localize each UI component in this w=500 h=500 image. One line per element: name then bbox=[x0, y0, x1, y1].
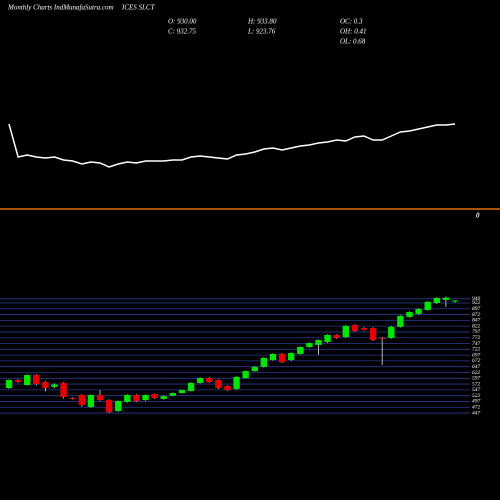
candle-body bbox=[260, 357, 268, 367]
candle-body bbox=[178, 390, 186, 394]
candle-body bbox=[151, 394, 158, 398]
candle-body bbox=[87, 394, 95, 408]
y-tick-label: 647 bbox=[472, 363, 481, 370]
info: OC: 0.3 bbox=[340, 18, 363, 26]
y-tick-label: 572 bbox=[472, 381, 481, 387]
candle-body bbox=[142, 394, 149, 401]
candle-body bbox=[160, 396, 167, 399]
y-tick-label: 547 bbox=[472, 386, 481, 393]
y-tick-label: 622 bbox=[472, 370, 481, 376]
candle-body bbox=[442, 297, 450, 300]
y-tick-label: 472 bbox=[472, 404, 481, 411]
info: C: 932.75 bbox=[168, 28, 197, 36]
y-tick-label: 822 bbox=[472, 323, 481, 329]
y-tick-label: 497 bbox=[472, 398, 481, 405]
candle-body bbox=[306, 343, 313, 348]
candle-body bbox=[233, 376, 240, 389]
candle-body bbox=[5, 379, 13, 389]
info: L: 923.76 bbox=[247, 28, 276, 36]
candle-body bbox=[388, 326, 395, 338]
candle-body bbox=[60, 382, 67, 398]
candle-body bbox=[415, 309, 422, 314]
y-tick-label: 447 bbox=[472, 409, 481, 416]
candle-body bbox=[324, 334, 331, 342]
candle-body bbox=[297, 347, 304, 354]
indicator-label: 0 bbox=[476, 212, 480, 220]
candle-body bbox=[315, 340, 322, 345]
y-tick-label: 672 bbox=[472, 358, 481, 364]
candle-body bbox=[342, 325, 349, 338]
y-tick-label: 797 bbox=[472, 329, 481, 335]
candle-body bbox=[242, 371, 249, 379]
info: OL: 0.68 bbox=[340, 38, 366, 46]
y-tick-label: 872 bbox=[472, 312, 481, 318]
candle-body bbox=[24, 375, 31, 386]
info: OH: 0.41 bbox=[340, 28, 366, 36]
y-tick-label: 597 bbox=[472, 376, 481, 382]
candle-body bbox=[133, 394, 140, 401]
candle-body bbox=[333, 334, 340, 338]
y-tick-label: 940 bbox=[472, 295, 481, 302]
candle-body bbox=[14, 379, 22, 382]
y-tick-label: 847 bbox=[472, 317, 481, 324]
candle-body bbox=[406, 312, 413, 317]
candle-body bbox=[169, 393, 177, 396]
candle-body bbox=[196, 378, 204, 383]
y-tick-label: 747 bbox=[472, 340, 481, 347]
info: O: 930.00 bbox=[168, 18, 197, 26]
candle-body bbox=[206, 378, 213, 382]
candle-body bbox=[251, 366, 258, 372]
y-tick-label: 522 bbox=[472, 393, 481, 399]
info: H: 933.80 bbox=[247, 18, 277, 26]
candle-body bbox=[69, 397, 76, 399]
candle-body bbox=[51, 384, 58, 387]
candle-body bbox=[278, 353, 286, 363]
candle-body bbox=[424, 301, 431, 310]
candle-body bbox=[124, 394, 131, 402]
candle-body bbox=[42, 381, 49, 389]
candle-body bbox=[115, 400, 122, 411]
candle-body bbox=[287, 353, 295, 360]
candle-body bbox=[269, 353, 277, 360]
symbol: ICES SLCT bbox=[121, 4, 156, 12]
y-tick-label: 772 bbox=[472, 335, 481, 341]
y-tick-label: 897 bbox=[472, 306, 481, 312]
candle-body bbox=[78, 394, 86, 405]
candle-body bbox=[351, 324, 359, 332]
candle-body bbox=[96, 394, 104, 401]
candle-body bbox=[360, 328, 368, 330]
candle-body bbox=[433, 297, 440, 303]
candle-body bbox=[397, 315, 404, 327]
candle-body bbox=[105, 400, 113, 413]
candle-body bbox=[451, 300, 459, 302]
y-tick-label: 697 bbox=[472, 352, 481, 358]
candle-body bbox=[224, 385, 231, 391]
y-tick-label: 722 bbox=[472, 347, 481, 353]
candle-body bbox=[369, 328, 377, 341]
chart-title: Monthly Charts IndMunafaSutra.com bbox=[7, 4, 114, 12]
candle-body bbox=[215, 379, 222, 389]
y-tick-label: 922 bbox=[472, 300, 481, 306]
candle-body bbox=[33, 375, 40, 385]
line bbox=[8, 123, 456, 168]
candle-body bbox=[378, 337, 386, 339]
candle-body bbox=[187, 382, 195, 392]
